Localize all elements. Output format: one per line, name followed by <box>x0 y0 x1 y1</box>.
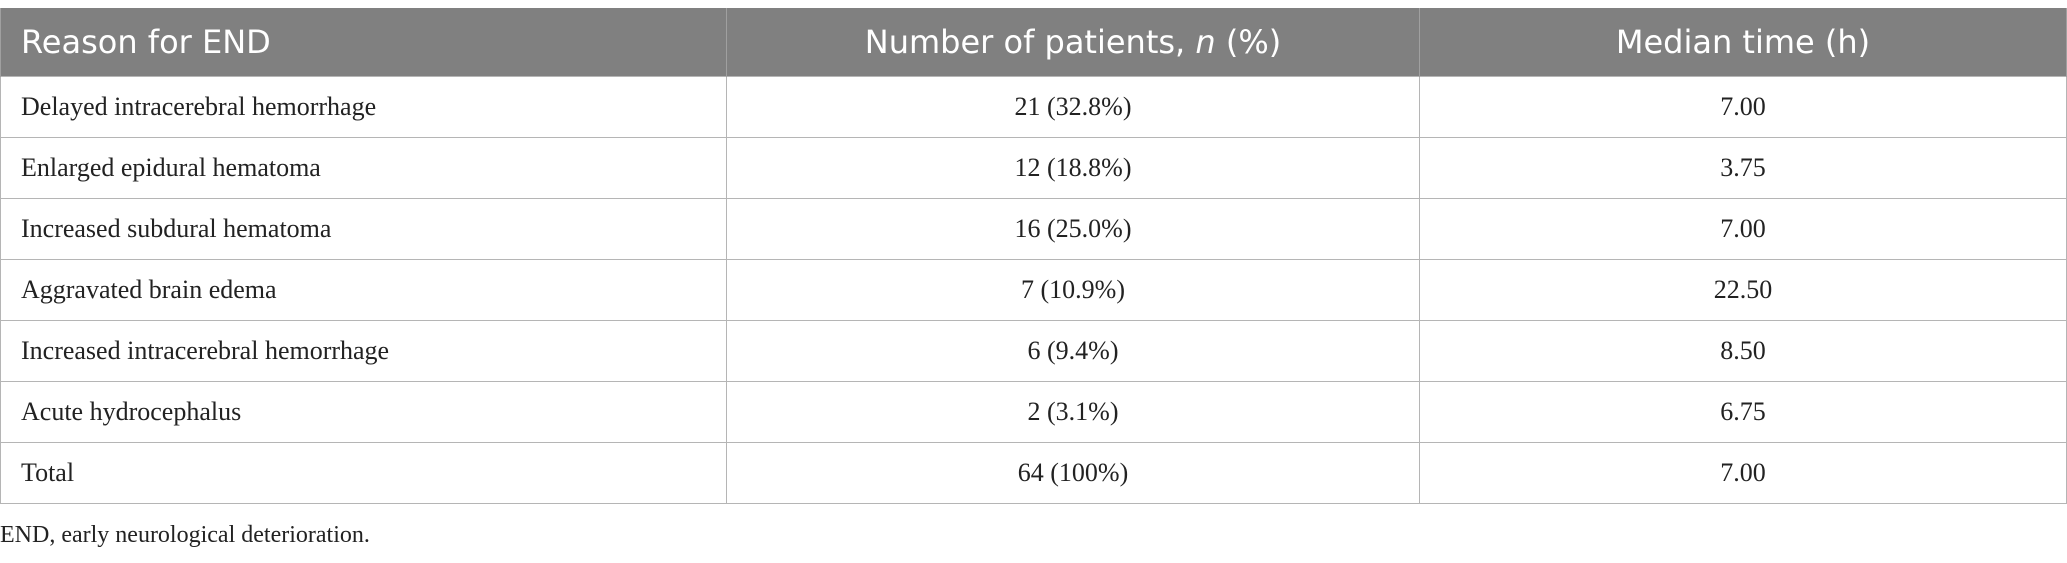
table-footnote: END, early neurological deterioration. <box>0 522 370 548</box>
cell-median: 7.00 <box>1419 198 2067 260</box>
header-patients: Number of patients, n (%) <box>726 8 1420 77</box>
cell-median: 7.00 <box>1419 76 2067 138</box>
cell-reason: Acute hydrocephalus <box>0 381 727 443</box>
cell-median: 6.75 <box>1419 381 2067 443</box>
cell-patients: 7 (10.9%) <box>726 259 1420 321</box>
cell-reason: Increased subdural hematoma <box>0 198 727 260</box>
cell-reason: Delayed intracerebral hemorrhage <box>0 76 727 138</box>
cell-reason: Total <box>0 442 727 504</box>
cell-reason: Enlarged epidural hematoma <box>0 137 727 199</box>
cell-patients: 16 (25.0%) <box>726 198 1420 260</box>
cell-reason: Aggravated brain edema <box>0 259 727 321</box>
table-row: Acute hydrocephalus 2 (3.1%) 6.75 <box>0 381 2067 443</box>
cell-median: 3.75 <box>1419 137 2067 199</box>
cell-patients: 64 (100%) <box>726 442 1420 504</box>
table-header: Reason for END Number of patients, n (%)… <box>0 8 2067 77</box>
table-row: Aggravated brain edema 7 (10.9%) 22.50 <box>0 259 2067 321</box>
header-patients-prefix: Number of patients, <box>864 23 1196 61</box>
cell-median: 7.00 <box>1419 442 2067 504</box>
header-row: Reason for END Number of patients, n (%)… <box>0 8 2067 77</box>
header-reason: Reason for END <box>0 8 727 77</box>
cell-patients: 12 (18.8%) <box>726 137 1420 199</box>
data-table-container: Reason for END Number of patients, n (%)… <box>0 8 2067 504</box>
cell-patients: 21 (32.8%) <box>726 76 1420 138</box>
table-row: Enlarged epidural hematoma 12 (18.8%) 3.… <box>0 137 2067 199</box>
table-body: Delayed intracerebral hemorrhage 21 (32.… <box>0 76 2067 504</box>
table-row: Increased subdural hematoma 16 (25.0%) 7… <box>0 198 2067 260</box>
data-table: Reason for END Number of patients, n (%)… <box>0 8 2067 504</box>
cell-median: 8.50 <box>1419 320 2067 382</box>
header-patients-suffix: (%) <box>1215 23 1282 61</box>
header-patients-n: n <box>1195 23 1216 61</box>
header-median: Median time (h) <box>1419 8 2067 77</box>
cell-patients: 2 (3.1%) <box>726 381 1420 443</box>
table-row: Increased intracerebral hemorrhage 6 (9.… <box>0 320 2067 382</box>
cell-reason: Increased intracerebral hemorrhage <box>0 320 727 382</box>
cell-median: 22.50 <box>1419 259 2067 321</box>
table-row-total: Total 64 (100%) 7.00 <box>0 442 2067 504</box>
cell-patients: 6 (9.4%) <box>726 320 1420 382</box>
table-row: Delayed intracerebral hemorrhage 21 (32.… <box>0 76 2067 138</box>
